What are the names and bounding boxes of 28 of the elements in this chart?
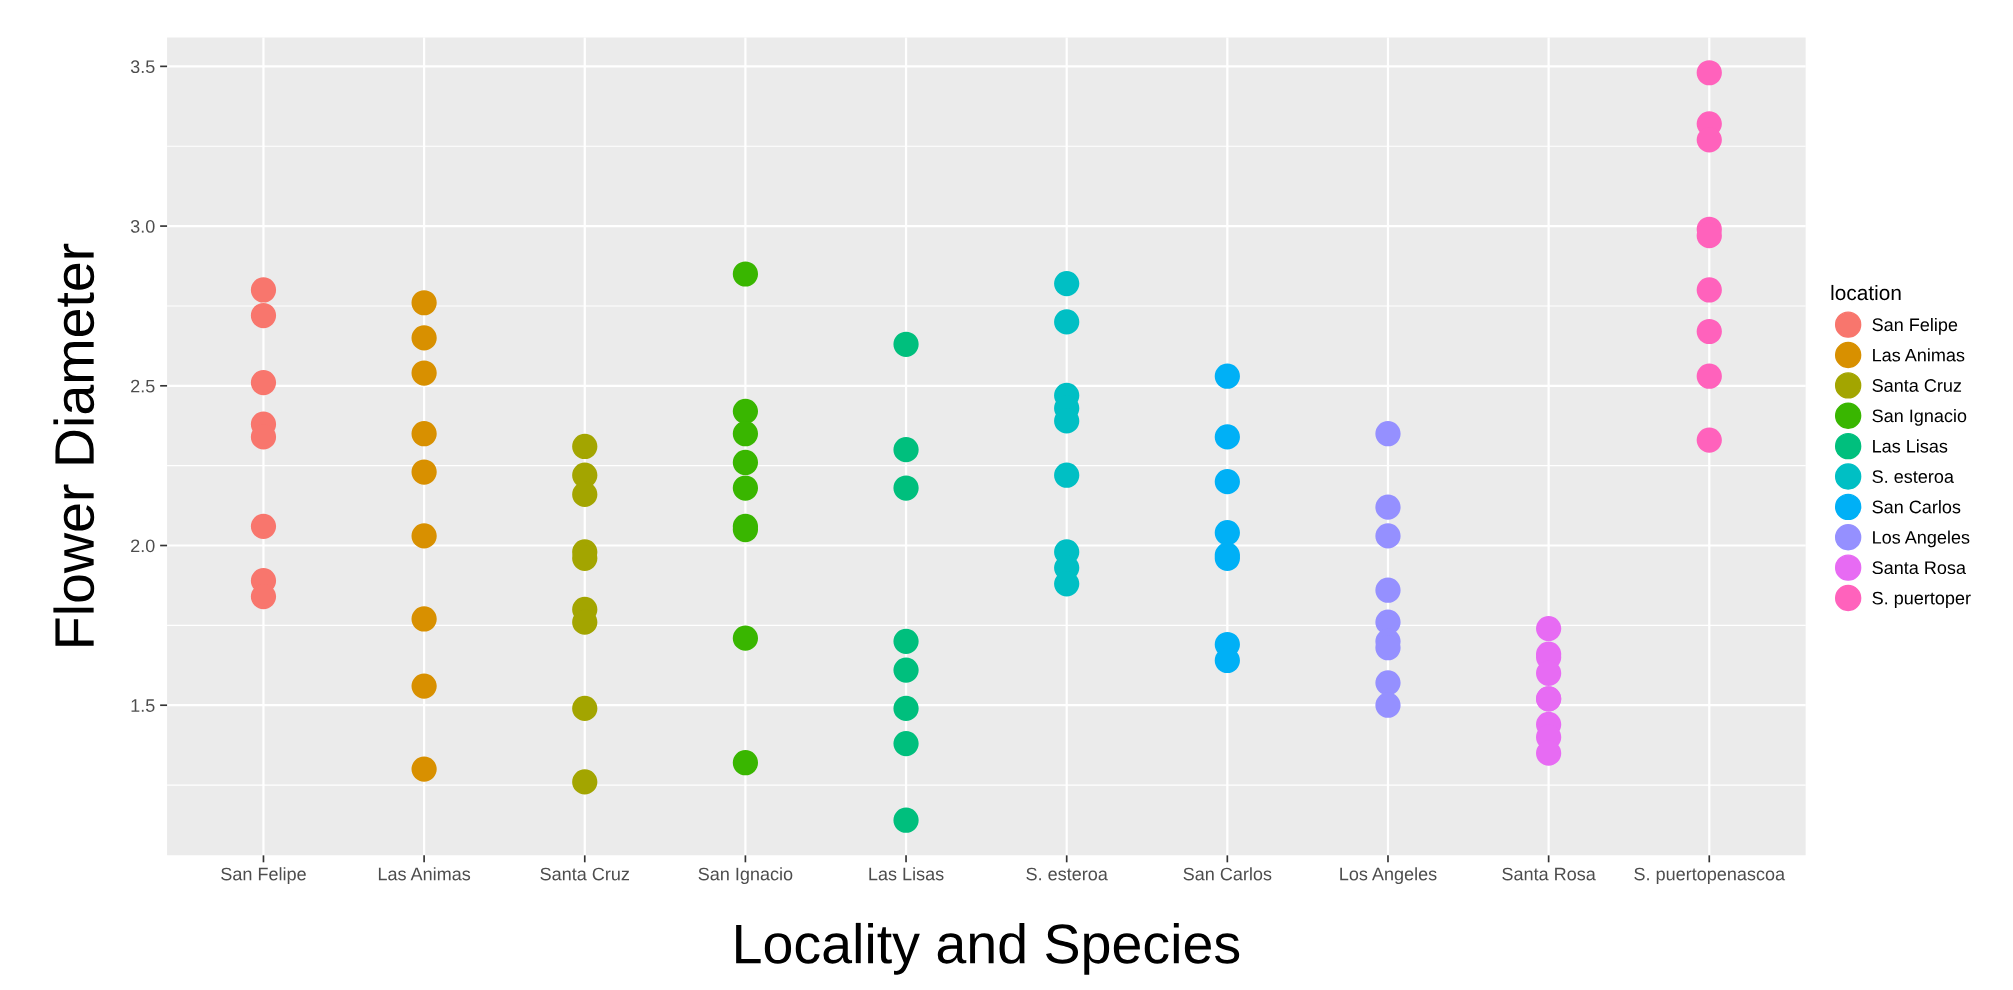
y-tick-label: 1.5 <box>131 699 155 712</box>
x-tick-label: San Felipe <box>221 867 306 884</box>
legend-label: San Carlos <box>1872 500 1961 514</box>
legend-label: Los Angeles <box>1873 530 1970 548</box>
x-tick-label: Las Animas <box>378 867 471 881</box>
x-tick-label: San Ignacio <box>698 867 793 884</box>
x-tick-label: Santa Cruz <box>540 867 630 881</box>
y-tick-label: 3.0 <box>130 220 155 233</box>
x-tick-label: Los Angeles <box>1340 867 1437 884</box>
y-axis-title: Flower Diameter <box>53 243 95 646</box>
legend-label: Las Animas <box>1873 348 1965 362</box>
x-tick-label: S. esteroa <box>1026 867 1108 881</box>
legend-label: S. puertoper <box>1872 591 1971 609</box>
legend-label: S. esteroa <box>1872 470 1954 483</box>
x-tick-label: San Carlos <box>1183 867 1272 881</box>
y-tick-label: 3.5 <box>130 60 155 74</box>
x-tick-label: S. puertopenascoa <box>1634 867 1786 884</box>
legend-label: Santa Cruz <box>1872 379 1962 392</box>
legend-title: location <box>1831 284 1901 301</box>
legend-label: San Felipe <box>1872 317 1958 335</box>
legend-label: Las Lisas <box>1873 439 1948 453</box>
legend-label: Santa Rosa <box>1872 561 1966 575</box>
y-tick-label: 2.5 <box>131 379 155 393</box>
x-tick-label: Las Lisas <box>869 867 944 881</box>
legend-label: San Ignacio <box>1872 409 1967 426</box>
x-tick-label: Santa Rosa <box>1502 867 1596 881</box>
x-axis-title: Locality and Species <box>736 922 1240 975</box>
y-tick-label: 2.0 <box>131 539 155 553</box>
